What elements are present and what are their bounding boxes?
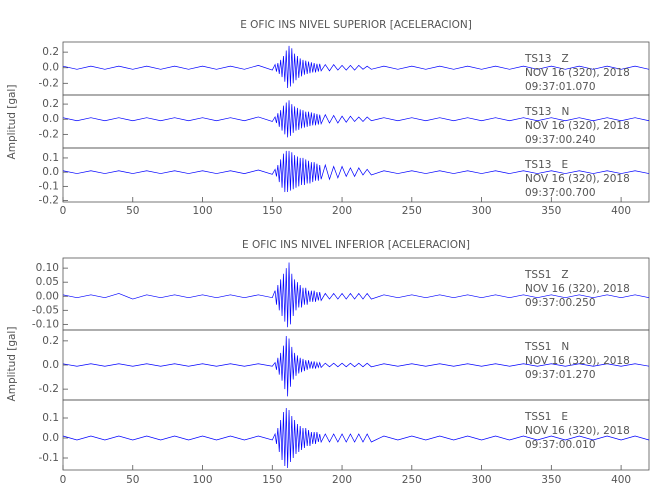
x-tick-label: 0: [60, 205, 67, 217]
y-axis-label: Amplitud [gal]: [6, 327, 18, 402]
trace-annotation: 09:37:01.070: [525, 81, 596, 93]
trace-annotation: NOV 16 (320), 2018: [525, 355, 630, 367]
chart-title: E OFIC INS NIVEL INFERIOR [ACELERACION]: [242, 239, 470, 251]
waveform: [62, 45, 650, 89]
y-axis-label: Amplitud [gal]: [6, 85, 18, 160]
waveform: [62, 150, 650, 193]
x-tick-label: 100: [193, 474, 213, 486]
x-tick-label: 400: [611, 205, 631, 217]
y-tick-label: -0.05: [32, 304, 59, 316]
y-tick-label: 0.2: [42, 46, 59, 58]
y-tick-label: 0.10: [36, 262, 59, 274]
chart-title: E OFIC INS NIVEL SUPERIOR [ACELERACION]: [240, 19, 472, 31]
y-tick-label: -0.2: [39, 128, 60, 140]
trace-annotation: NOV 16 (320), 2018: [525, 283, 630, 295]
waveform: [62, 100, 650, 138]
x-tick-label: 200: [332, 474, 352, 486]
trace-annotation: TSS1 N: [524, 341, 569, 353]
y-tick-label: 0.1: [42, 152, 59, 164]
waveform: [62, 407, 650, 469]
x-tick-label: 50: [126, 474, 139, 486]
waveform: [62, 336, 650, 397]
y-tick-label: -0.2: [39, 195, 60, 207]
y-tick-label: 0.0: [42, 432, 59, 444]
trace-annotation: 09:37:00.240: [525, 134, 596, 146]
x-tick-label: 150: [262, 205, 282, 217]
y-tick-label: -0.1: [39, 180, 60, 192]
y-tick-label: -0.10: [32, 318, 59, 330]
y-tick-label: 0.00: [36, 290, 59, 302]
trace-annotation: TSS1 Z: [524, 269, 569, 281]
trace-annotation: TSS1 E: [524, 411, 568, 423]
x-tick-label: 250: [402, 205, 422, 217]
x-tick-label: 350: [541, 205, 561, 217]
y-tick-label: 0.0: [42, 62, 59, 74]
x-tick-label: 250: [402, 474, 422, 486]
trace-annotation: 09:37:00.250: [525, 297, 596, 309]
trace-annotation: NOV 16 (320), 2018: [525, 425, 630, 437]
trace-annotation: TS13 Z: [524, 53, 569, 65]
y-tick-label: 0.0: [42, 113, 59, 125]
x-tick-label: 350: [541, 474, 561, 486]
trace-annotation: NOV 16 (320), 2018: [525, 67, 630, 79]
trace-annotation: TS13 E: [524, 159, 568, 171]
panel-frame: [62, 399, 650, 471]
x-tick-label: 400: [611, 474, 631, 486]
x-tick-label: 0: [60, 474, 67, 486]
waveform: [62, 262, 650, 328]
x-tick-label: 300: [472, 205, 492, 217]
y-tick-label: -0.2: [39, 77, 60, 89]
y-tick-label: 0.05: [36, 276, 59, 288]
x-tick-label: 100: [193, 205, 213, 217]
trace-annotation: 09:37:00.700: [525, 187, 596, 199]
y-tick-label: 0.0: [42, 359, 59, 371]
trace-annotation: TS13 N: [524, 106, 569, 118]
panel-frame: [62, 147, 650, 203]
y-tick-label: 0.1: [42, 412, 59, 424]
y-tick-label: 0.2: [42, 98, 59, 110]
trace-annotation: 09:37:00.010: [525, 439, 596, 451]
trace-annotation: 09:37:01.270: [525, 369, 596, 381]
trace-annotation: NOV 16 (320), 2018: [525, 173, 630, 185]
y-tick-label: -0.1: [39, 452, 60, 464]
x-tick-label: 300: [472, 474, 492, 486]
y-tick-label: 0.2: [42, 335, 59, 347]
x-tick-label: 200: [332, 205, 352, 217]
x-tick-label: 50: [126, 205, 139, 217]
trace-annotation: NOV 16 (320), 2018: [525, 120, 630, 132]
x-tick-label: 150: [262, 474, 282, 486]
y-tick-label: -0.2: [39, 383, 60, 395]
y-tick-label: 0.0: [42, 166, 59, 178]
